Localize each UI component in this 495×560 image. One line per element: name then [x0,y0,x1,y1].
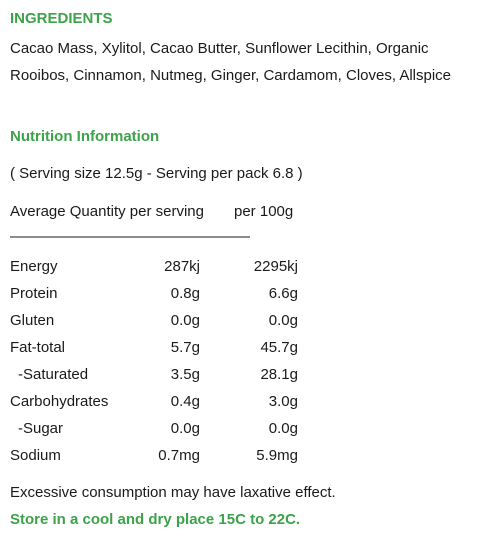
nutrient-per-100g: 28.1g [260,366,298,383]
table-divider: ———————————————— [10,228,250,245]
nutrient-per-serving: 0.8g [170,285,200,302]
nutrient-per-100g: 45.7g [260,339,298,356]
nutrient-per-serving: 0.0g [170,312,200,329]
nutrient-name: -Saturated [18,366,89,383]
nutrient-per-100g: 3.0g [268,393,298,410]
laxative-warning: Excessive consumption may have laxative … [10,484,336,501]
nutrient-per-100g: 2295kj [253,258,298,275]
column-header-per100g: per 100g [234,203,294,220]
nutrient-per-serving: 0.4g [170,393,200,410]
nutrient-name: Carbohydrates [10,393,109,410]
nutrient-per-serving: 3.5g [170,366,200,383]
nutrient-name: Energy [10,258,58,275]
nutrient-per-serving: 0.0g [170,420,200,437]
nutrient-name: Gluten [10,312,55,329]
nutrient-per-100g: 5.9mg [256,447,298,464]
nutrition-heading: Nutrition Information [10,128,160,145]
ingredients-list: Cacao Mass, Xylitol, Cacao Butter, Sunfl… [10,40,452,84]
storage-instructions: Store in a cool and dry place 15C to 22C… [10,511,301,528]
nutrition-row-gluten: Gluten 0.0g 0.0g [10,312,330,332]
nutrition-row-carbohydrates: Carbohydrates 0.4g 3.0g [10,393,330,413]
nutrient-per-100g: 0.0g [268,420,298,437]
serving-info: ( Serving size 12.5g - Serving per pack … [10,165,303,182]
nutrient-per-serving: 287kj [164,258,200,275]
nutrition-row-energy: Energy 287kj 2295kj [10,258,330,278]
nutrient-name: Sodium [10,447,61,464]
nutrition-row-protein: Protein 0.8g 6.6g [10,285,330,305]
nutrient-name: -Sugar [18,420,64,437]
nutrition-row-sugar: -Sugar 0.0g 0.0g [10,420,330,440]
nutrient-name: Protein [10,285,58,302]
nutrition-row-saturated: -Saturated 3.5g 28.1g [10,366,330,386]
nutrient-per-serving: 0.7mg [158,447,200,464]
nutrient-per-100g: 0.0g [268,312,298,329]
column-header-avg: Average Quantity per serving [10,203,204,220]
ingredients-heading: INGREDIENTS [10,10,113,27]
nutrient-name: Fat-total [10,339,66,356]
nutrient-per-100g: 6.6g [268,285,298,302]
nutrition-row-fat-total: Fat-total 5.7g 45.7g [10,339,330,359]
nutrition-row-sodium: Sodium 0.7mg 5.9mg [10,447,330,467]
nutrient-per-serving: 5.7g [170,339,200,356]
